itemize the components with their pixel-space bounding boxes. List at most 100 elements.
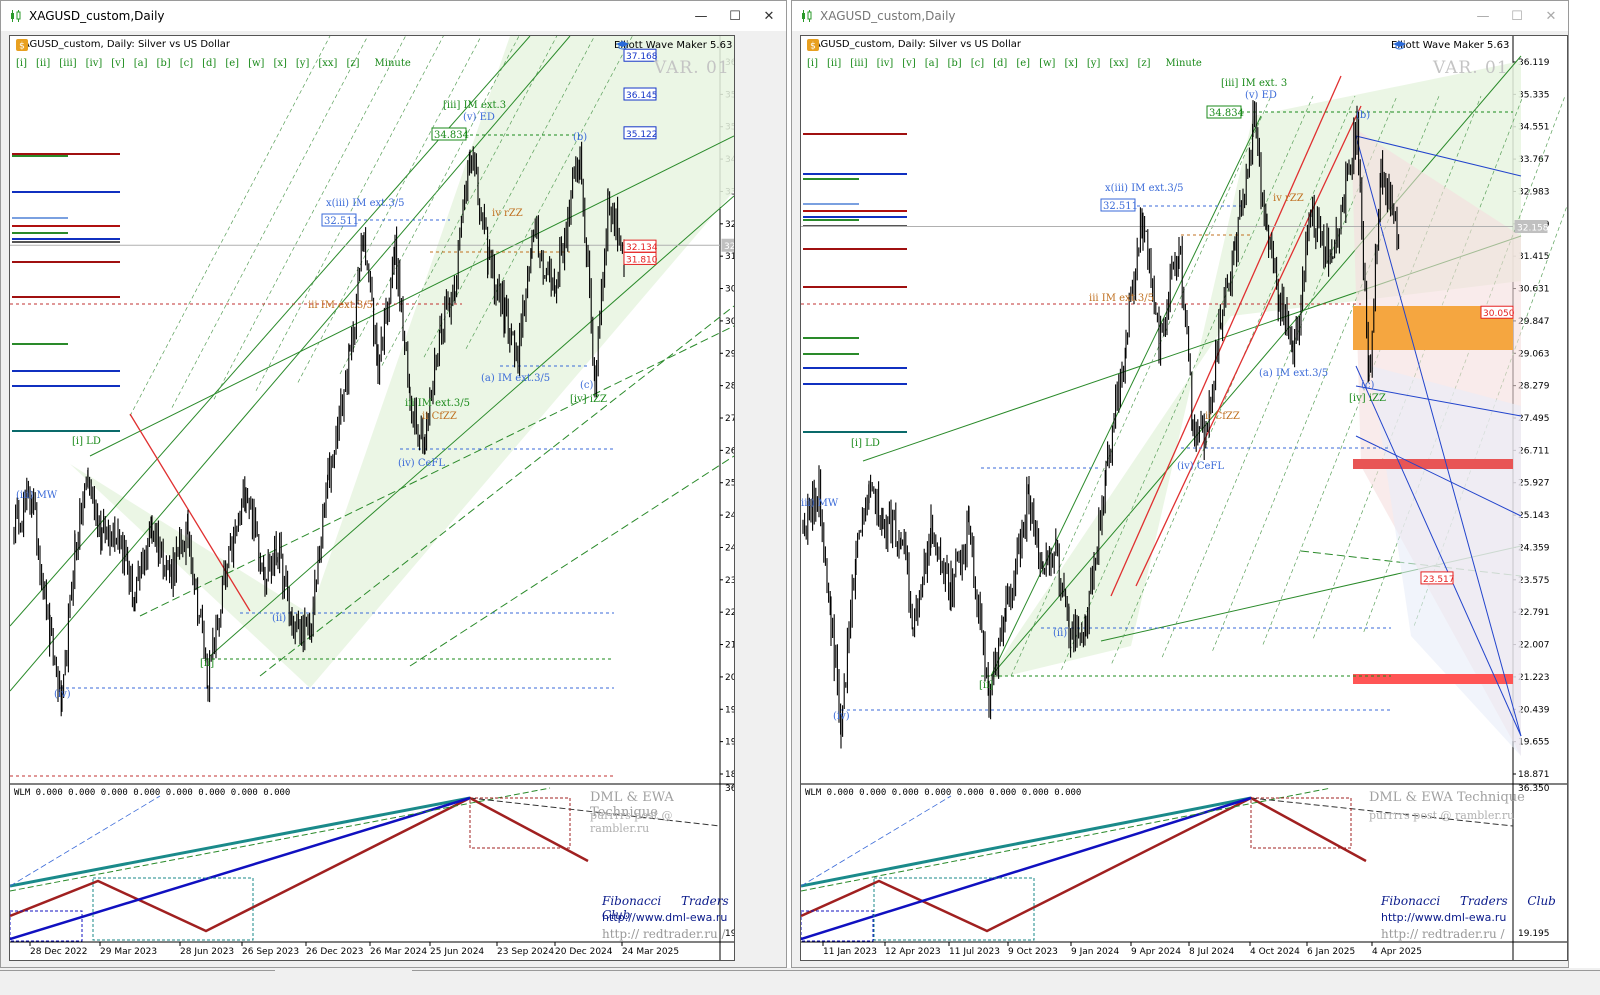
wlm-zigzag-line: [801, 796, 1367, 933]
trend-line: [259, 305, 734, 677]
wave-button[interactable]: [z]: [1137, 58, 1151, 69]
price-box-label: 36.145: [626, 91, 658, 101]
wave-button[interactable]: [ii]: [36, 58, 51, 69]
fib-grid-line: [1010, 95, 1272, 677]
wave-button[interactable]: [c]: [970, 58, 985, 69]
wave-button[interactable]: [c]: [179, 58, 194, 69]
close-button[interactable]: ✕: [763, 8, 775, 24]
graduation-cap-icon[interactable]: [616, 40, 629, 51]
wave-button[interactable]: [w]: [248, 58, 265, 69]
price-axis-label: 35.335: [1518, 90, 1550, 100]
maximize-button[interactable]: ☐: [1511, 8, 1523, 24]
wave-label: ii CfZZ: [422, 411, 457, 422]
dml-url-link[interactable]: http://www.dml-ewa.ru: [1381, 911, 1507, 924]
date-axis-label: 8 Jul 2024: [1189, 947, 1234, 957]
wave-button[interactable]: [z]: [346, 58, 360, 69]
wave-button[interactable]: [e]: [225, 58, 240, 69]
chart-header: $ XAGUSD_custom, Daily: Silver vs US Dol…: [16, 39, 230, 51]
target-zone-red: [1353, 674, 1513, 684]
wave-button[interactable]: [x]: [273, 58, 287, 69]
wave-button[interactable]: [iv]: [876, 58, 894, 69]
ewm-version: Elliott Wave Maker 5.63: [1391, 40, 1510, 51]
price-axis-label: 26.645: [725, 446, 734, 456]
price-axis-label: 28.279: [1518, 382, 1550, 392]
wave-label: (ii): [1053, 628, 1067, 639]
wave-button[interactable]: [iii]: [850, 58, 868, 69]
wave-button[interactable]: [x]: [1064, 58, 1078, 69]
date-axis-label: 28 Dec 2022: [30, 947, 88, 957]
wave-button[interactable]: [iii]: [59, 58, 77, 69]
chart-canvas[interactable]: 36.82135.97335.12534.27733.42932.58131.7…: [10, 36, 734, 960]
wave-button[interactable]: [y]: [295, 58, 310, 69]
tab-divider: [0, 970, 275, 971]
wave-button[interactable]: [xx]: [318, 58, 338, 69]
degree-button[interactable]: Minute: [1165, 58, 1202, 69]
candlestick-series: [13, 141, 625, 717]
price-axis-label: 26.711: [1518, 446, 1550, 456]
price-chart[interactable]: 36.82135.97335.12534.27733.42932.58131.7…: [9, 35, 735, 961]
wave-button[interactable]: [d]: [202, 58, 217, 69]
trend-line: [990, 55, 1522, 677]
wave-button[interactable]: [b]: [156, 58, 171, 69]
fibonacci-traders-label: Fibonacci Traders Club: [1381, 894, 1556, 908]
trend-line: [990, 115, 1262, 677]
email-label: purrrrs post @ rambler.ru: [590, 809, 673, 835]
price-axis-label: 27.495: [1518, 414, 1550, 424]
price-axis-label: 28.341: [725, 382, 734, 392]
wave-button[interactable]: [v]: [902, 58, 916, 69]
wave-label: iii IM ext.3/5: [308, 300, 373, 311]
fib-grid-line: [1363, 95, 1566, 633]
wave-button[interactable]: [i]: [16, 58, 28, 69]
chart-canvas[interactable]: 36.11935.33534.55133.76732.98332.19931.4…: [801, 36, 1567, 960]
wave-button[interactable]: [i]: [807, 58, 819, 69]
wave-button[interactable]: [d]: [993, 58, 1008, 69]
price-axis-label: 31.415: [1518, 252, 1550, 262]
graduation-cap-icon[interactable]: [1393, 40, 1406, 51]
wave-label: (iv): [54, 689, 71, 700]
wave-button[interactable]: [e]: [1016, 58, 1031, 69]
wave-button[interactable]: [xx]: [1109, 58, 1129, 69]
price-axis-label: 22.405: [725, 608, 734, 618]
wave-button[interactable]: [y]: [1086, 58, 1101, 69]
wlm-green-line: [801, 787, 1332, 892]
minimize-button[interactable]: —: [694, 8, 708, 24]
wlm-gray-line: [469, 797, 721, 827]
projection-line: [1355, 135, 1522, 177]
title-bar[interactable]: XAGUSD_custom,Daily — ☐ ✕: [1, 1, 786, 31]
degree-button[interactable]: Minute: [374, 58, 411, 69]
close-button[interactable]: ✕: [1545, 8, 1557, 24]
wave-button[interactable]: [v]: [111, 58, 125, 69]
wave-label: iv rZZ: [1273, 193, 1304, 204]
wave-button[interactable]: [a]: [133, 58, 148, 69]
wlm-box: [469, 797, 571, 849]
wave-label: ii CfZZ: [1205, 411, 1240, 422]
wave-button[interactable]: [a]: [924, 58, 939, 69]
price-box: [623, 126, 657, 140]
minimize-button[interactable]: —: [1476, 8, 1490, 24]
price-axis-label: 18.871: [1518, 770, 1550, 780]
wave-buttons: [i] [ii] [iii] [iv] [v] [a] [b] [c] [d] [e] [w] [x]…: [16, 58, 411, 69]
title-bar[interactable]: XAGUSD_custom,Daily — ☐ ✕: [792, 1, 1568, 31]
redtrader-url-link[interactable]: http:// redtrader.ru /: [602, 927, 726, 941]
fib-grid-line: [381, 36, 558, 366]
wave-label: (ii): [272, 613, 286, 624]
wave-label: iii IM ext.3/5: [1089, 293, 1154, 304]
wave-label: (v) ED: [1245, 90, 1277, 101]
projection-line: [1355, 365, 1522, 737]
wave-button[interactable]: [b]: [947, 58, 962, 69]
price-chart[interactable]: 36.11935.33534.55133.76732.98332.19931.4…: [800, 35, 1568, 961]
elliott-channel-fill: [70, 36, 734, 688]
maximize-button[interactable]: ☐: [729, 8, 741, 24]
wave-label: 32.511: [324, 216, 359, 227]
expert-icon: $: [807, 39, 819, 51]
chart-window-right[interactable]: XAGUSD_custom,Daily — ☐ ✕ 36.119 35.335 34…: [791, 0, 1569, 968]
wave-button[interactable]: [ii]: [827, 58, 842, 69]
fib-grid-line: [129, 36, 331, 417]
wlm-gray-line: [1250, 797, 1514, 827]
chart-window-left[interactable]: XAGUSD_custom,Daily — ☐ ✕ 36.82135.97335…: [0, 0, 787, 968]
wave-button[interactable]: [w]: [1039, 58, 1056, 69]
ewm-version: Elliott Wave Maker 5.63: [614, 40, 733, 51]
dml-url-link[interactable]: http://www.dml-ewa.ru: [602, 911, 728, 924]
redtrader-url-link[interactable]: http:// redtrader.ru /: [1381, 927, 1505, 941]
wave-button[interactable]: [iv]: [85, 58, 103, 69]
